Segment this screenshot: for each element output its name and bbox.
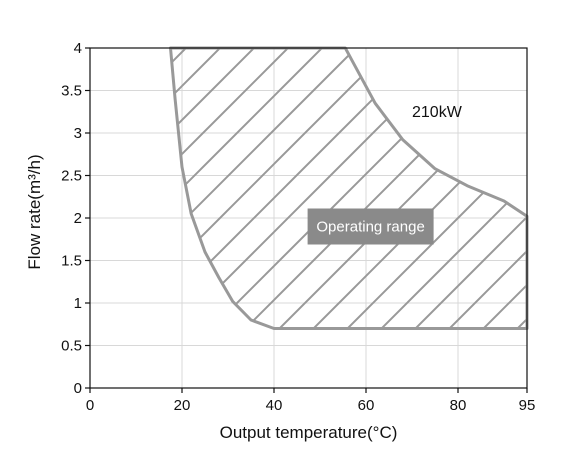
annotations: 210kW Operating range — [307, 104, 463, 245]
x-axis-title: Output temperature(°C) — [220, 423, 398, 442]
hatch-line — [170, 48, 411, 329]
y-tick-label: 1 — [74, 295, 82, 312]
x-tick-label: 0 — [86, 397, 94, 414]
y-tick-label: 0.5 — [61, 338, 82, 355]
y-axis-title: Flow rate(m³/h) — [25, 154, 44, 269]
x-tick-label: 95 — [519, 397, 536, 414]
y-tick-label: 4 — [74, 40, 82, 57]
hatch-line — [170, 48, 241, 329]
x-tick-label: 60 — [358, 397, 375, 414]
hatch-line — [301, 48, 527, 329]
operating-range-badge — [307, 208, 434, 245]
axis-ticks: 0 20 40 60 80 95 0 0.5 1 1.5 2 2.5 3 3.5 4 — [61, 40, 535, 414]
operating-range-label: Operating range — [316, 219, 424, 236]
hatch-line — [170, 48, 309, 329]
x-tick-label: 40 — [266, 397, 283, 414]
operating-region-boundary — [169, 46, 529, 330]
x-tick-label: 20 — [174, 397, 191, 414]
capacity-label: 210kW — [412, 104, 463, 121]
hatch-line — [574, 28, 578, 408]
hatch-line — [267, 48, 527, 329]
y-tick-label: 3 — [74, 125, 82, 142]
y-tick-label: 3.5 — [61, 83, 82, 100]
hatch-line — [170, 48, 343, 329]
hatch-line — [170, 48, 275, 329]
y-tick-label: 2.5 — [61, 168, 82, 185]
hatch-line — [540, 28, 578, 408]
y-tick-label: 0 — [74, 380, 82, 397]
y-tick-label: 2 — [74, 210, 82, 227]
y-tick-label: 1.5 — [61, 253, 82, 270]
x-tick-label: 80 — [450, 397, 467, 414]
